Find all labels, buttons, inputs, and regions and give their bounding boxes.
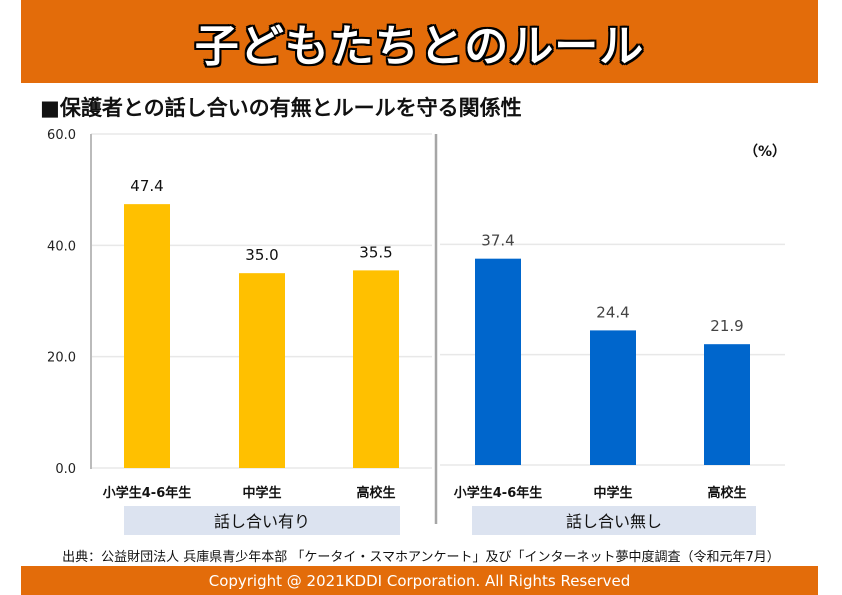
copyright-text: Copyright @ 2021KDDI Corporation. All Ri…: [208, 571, 631, 590]
header-banner: 子どもたちとのルール: [21, 0, 818, 83]
category-label: 小学生4-6年生: [454, 485, 543, 501]
category-label: 中学生: [242, 485, 281, 501]
category-label: 高校生: [356, 485, 395, 501]
data-label: 35.0: [245, 246, 278, 264]
data-label: 37.4: [481, 232, 514, 250]
bar: [704, 344, 750, 465]
data-label: 47.4: [130, 177, 163, 195]
group-label-box: [472, 506, 756, 535]
data-label: 21.9: [710, 317, 743, 335]
source-citation: 出典：公益財団法人 兵庫県青少年本部 「ケータイ・スマホアンケート」及び「インタ…: [62, 550, 780, 565]
footer-banner: Copyright @ 2021KDDI Corporation. All Ri…: [21, 566, 818, 595]
y-tick-label: 60.0: [47, 128, 76, 143]
category-label: 高校生: [707, 485, 746, 501]
data-label: 24.4: [596, 303, 629, 321]
bar: [353, 270, 399, 468]
data-label: 35.5: [359, 243, 392, 261]
chart-subtitle: ■保護者との話し合いの有無とルールを守る関係性: [40, 96, 522, 120]
category-label: 中学生: [593, 485, 632, 501]
group-label: 話し合い無し: [566, 512, 662, 531]
bar: [239, 273, 285, 468]
group-label-box: [124, 506, 400, 535]
category-label: 小学生4-6年生: [103, 485, 192, 501]
group-label: 話し合い有り: [214, 512, 310, 531]
y-tick-label: 0.0: [55, 462, 76, 477]
bar: [124, 204, 170, 468]
y-tick-label: 20.0: [47, 351, 76, 366]
page-title: 子どもたちとのルール: [194, 20, 645, 72]
bar: [475, 258, 521, 465]
bar: [590, 330, 636, 465]
y-tick-label: 40.0: [47, 239, 76, 254]
unit-label: （%）: [744, 144, 787, 160]
bar-chart: 0.0 20.0 40.0 60.0 47.4 小学生4-6年生 35.0 中学生 35.5 高校…: [47, 128, 785, 535]
